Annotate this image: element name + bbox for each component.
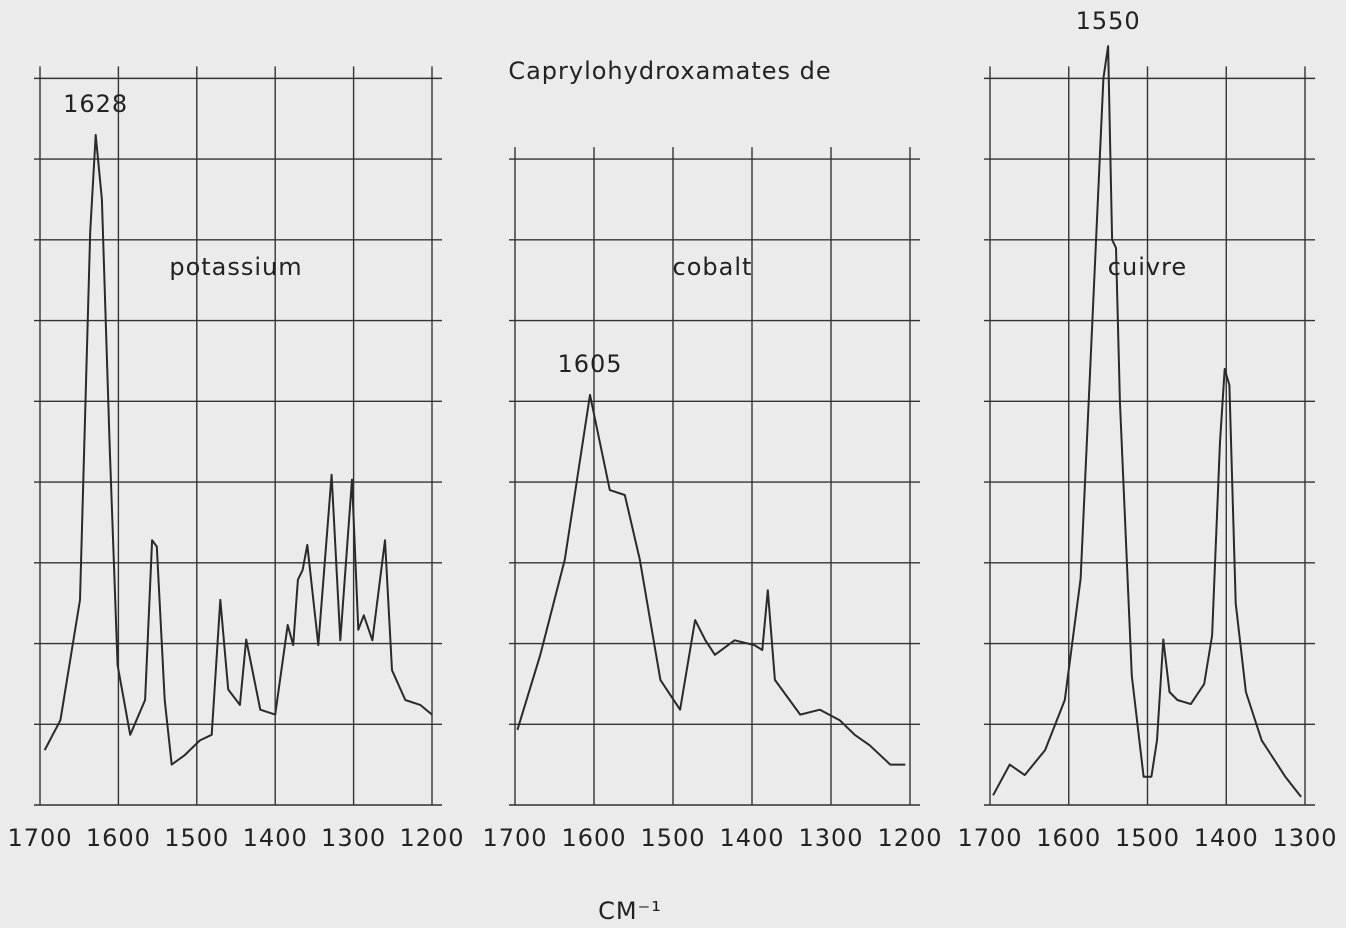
x-axis-label: CM⁻¹ (598, 897, 662, 925)
x-tick-label: 1500 (640, 824, 705, 852)
peak-label: 1628 (63, 90, 128, 118)
panel-label: potassium (169, 253, 302, 281)
x-tick-label: 1300 (798, 824, 863, 852)
x-tick-label: 1600 (561, 824, 626, 852)
panel-label: cuivre (1108, 253, 1187, 281)
x-tick-label: 1500 (164, 824, 229, 852)
x-tick-label: 1600 (86, 824, 151, 852)
x-tick-label: 1700 (7, 824, 72, 852)
x-tick-label: 1300 (321, 824, 386, 852)
panel-label: cobalt (673, 253, 753, 281)
x-tick-label: 1400 (719, 824, 784, 852)
x-tick-label: 1500 (1115, 824, 1180, 852)
x-tick-label: 1400 (243, 824, 308, 852)
x-tick-label: 1200 (877, 824, 942, 852)
spectrum-line (43, 133, 433, 766)
chart-title: Caprylohydroxamates de (508, 57, 831, 85)
x-tick-label: 1700 (957, 824, 1022, 852)
spectrum-line (992, 45, 1302, 798)
peak-label: 1605 (558, 350, 623, 378)
peak-label: 1550 (1076, 7, 1141, 35)
x-tick-label: 1600 (1036, 824, 1101, 852)
x-tick-label: 1300 (1272, 824, 1337, 852)
x-tick-label: 1400 (1194, 824, 1259, 852)
x-tick-label: 1700 (482, 824, 547, 852)
x-tick-label: 1200 (399, 824, 464, 852)
spectrum-line (516, 393, 906, 766)
